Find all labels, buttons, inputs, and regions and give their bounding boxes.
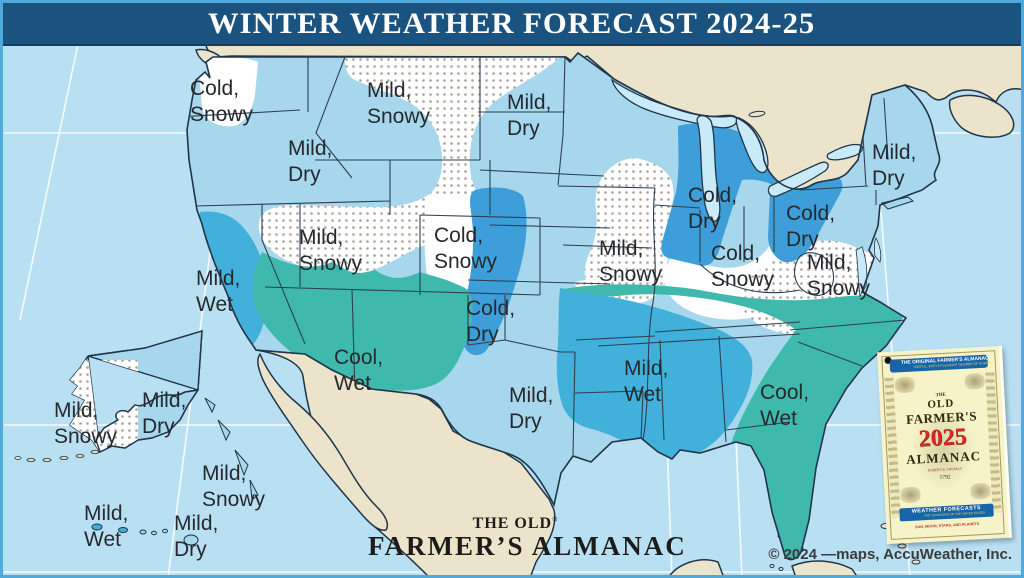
baja-california: [257, 353, 389, 531]
region-cold-snowy-nw: [198, 56, 258, 127]
cover-bottom-note: SUN, MOON, STARS, AND PLANETS: [915, 522, 980, 530]
label-northern-plains: Mild, Dry: [507, 91, 552, 140]
label-atlantic-corridor: Mild, Snowy: [807, 251, 871, 300]
label-texas-oklahoma: Mild, Dry: [509, 384, 554, 433]
hawaii: [91, 523, 199, 546]
brand-top-text: THE OLD: [472, 515, 553, 532]
state-borders: [187, 56, 907, 456]
yucatan: [667, 559, 725, 578]
region-mild-wet-south: [556, 288, 753, 459]
label-ohio-valley: Cold, Snowy: [711, 242, 775, 291]
label-alaska-west: Mild, Snowy: [54, 399, 118, 448]
cover-vignette-icon: [900, 486, 921, 504]
frame-border-bottom: [0, 575, 1024, 578]
label-great-basin: Mild, Snowy: [299, 226, 363, 275]
cover-title-block: THE OLD FARMER'S 2025 ALMANAC ROBERT B. …: [903, 390, 982, 483]
region-cold-dry-pa: [768, 176, 843, 263]
label-high-plains: Cold, Dry: [466, 297, 516, 346]
aleutian-islands: [14, 450, 100, 462]
almanac-2025-cover: THE ORIGINAL FARMER'S ALMANAC USEFUL, WI…: [877, 345, 1012, 545]
label-pacific-northwest: Cold, Snowy: [190, 77, 254, 126]
lake-huron: [735, 116, 769, 174]
label-northern-rockies: Mild, Snowy: [367, 79, 431, 128]
cover-vignette-icon: [964, 372, 986, 390]
label-desert-southwest: Cool, Wet: [334, 346, 384, 395]
label-hawaii-west: Mild, Wet: [84, 502, 129, 551]
page-title: WINTER WEATHER FORECAST 2024-25: [208, 6, 816, 40]
manitoulin-island: [748, 110, 766, 118]
label-appalachians-north: Cold, Dry: [786, 202, 836, 251]
registered-mark: ®: [552, 515, 559, 524]
alaska-panhandle: [204, 397, 259, 501]
label-intermountain: Mild, Dry: [288, 137, 333, 186]
lake-ontario: [826, 143, 864, 161]
lake-erie: [767, 161, 829, 197]
label-southeast: Cool, Wet: [760, 381, 810, 430]
cover-side-ornament-left: [884, 377, 901, 518]
cover-vignette-icon: [894, 376, 916, 394]
brand-main-text: FARMER’S ALMANAC: [368, 531, 687, 561]
label-alaska-panhandle: Mild, Snowy: [202, 462, 266, 511]
copyright-line: © 2024 —maps, AccuWeather, Inc.: [768, 546, 1012, 563]
region-cold-dry-plains: [460, 187, 527, 356]
nova-scotia: [948, 94, 1015, 138]
lake-michigan: [696, 114, 721, 222]
label-heartland: Mild, Snowy: [599, 237, 663, 286]
label-central-rockies: Cold, Snowy: [434, 224, 498, 273]
label-california: Mild, Wet: [196, 267, 241, 316]
cover-word-almanac: ALMANAC: [905, 448, 982, 468]
frame-border-top: [0, 0, 1024, 3]
great-lakes: [610, 78, 882, 298]
title-banner: WINTER WEATHER FORECAST 2024-25: [3, 3, 1021, 46]
region-mild-snowy-iamo: [584, 158, 674, 305]
farmers-almanac-logo: THE OLD® FARMER’S ALMANAC: [368, 515, 687, 562]
label-hawaii-east: Mild, Dry: [174, 512, 219, 561]
label-lower-lakes: Cold, Dry: [688, 184, 738, 233]
delaware-bay: [873, 237, 882, 263]
label-deep-south: Mild, Wet: [624, 357, 669, 406]
cover-vignette-icon: [970, 482, 991, 500]
cover-bottom-banner: WEATHER FORECASTS FOR 18 REGIONS OF THE …: [899, 503, 994, 522]
label-alaska-main: Mild, Dry: [142, 389, 187, 438]
cover-founded-year: 1792: [938, 473, 951, 481]
cover-top-banner: THE ORIGINAL FARMER'S ALMANAC USEFUL, WI…: [889, 354, 991, 373]
label-northeast: Mild, Dry: [872, 141, 917, 190]
frame-border-left: [0, 0, 3, 578]
region-cool-wet-se: [560, 284, 903, 560]
frame-border-right: [1021, 0, 1024, 578]
